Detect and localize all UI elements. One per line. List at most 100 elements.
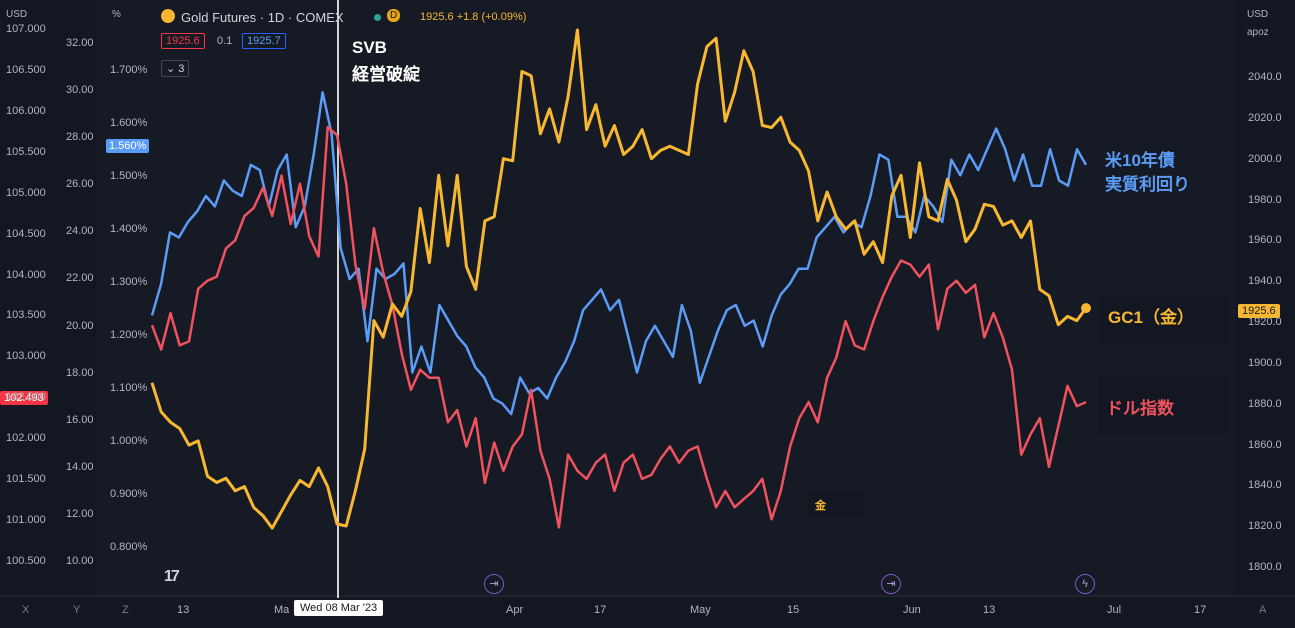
corner-key-z: Z (122, 604, 129, 616)
inner-tick-label: 26.00 (66, 178, 94, 191)
yield-tick-label: 1.200% (110, 329, 148, 341)
dxy-label-box (1097, 376, 1230, 434)
dxy-tick-label: 102.500 (6, 391, 46, 404)
corner-key-a: A (1259, 604, 1267, 616)
gold-tick-label: 1860.0 (1248, 438, 1282, 451)
indicators-count: 3 (178, 63, 185, 75)
dxy-tick-label: 102.000 (6, 432, 46, 445)
gold-tick-label: 1900.0 (1248, 356, 1282, 369)
yield-tick-label: 0.800% (110, 541, 148, 553)
gold-tick-label: 1820.0 (1248, 520, 1282, 533)
gc1-label: GC1（金） (1108, 308, 1194, 327)
inner-tick-label: 24.00 (66, 225, 94, 238)
x-tick-label: 15 (787, 604, 800, 616)
gold-tick-label: 1980.0 (1248, 193, 1282, 206)
yield-tick-label: 1.300% (110, 276, 148, 288)
inner-tick-label: 14.00 (66, 460, 94, 473)
gc1-label-box (1100, 296, 1230, 344)
inner-tick-label: 20.00 (66, 319, 94, 332)
currency-left-label[interactable]: USD (6, 9, 28, 20)
time-axis-pane[interactable] (0, 596, 1295, 628)
bid-box[interactable]: 1925.6 (161, 33, 205, 49)
inner-tick-label: 22.00 (66, 272, 94, 285)
dxy-tick-label: 106.000 (6, 104, 46, 117)
crosshair-date-label: Wed 08 Mar '23 (294, 600, 384, 616)
currency-right-label[interactable]: USD (1247, 9, 1269, 20)
us10y-label-line1: 米10年債 (1105, 151, 1175, 170)
market-status-dot (374, 14, 381, 21)
dxy-tick-label: 107.000 (6, 23, 46, 35)
inner-tick-label: 16.00 (66, 413, 94, 426)
series-dxy-line[interactable] (150, 125, 1087, 529)
dxy-tick-label: 103.500 (6, 309, 46, 322)
dxy-price-tag: 102.493 (0, 391, 48, 405)
svb-annotation-line2: 経営破綻 (352, 65, 420, 84)
x-tick-label: Jun (903, 604, 921, 616)
dxy-tick-label: 101.000 (6, 514, 46, 527)
event-icon-1[interactable]: ⇥ (484, 574, 504, 594)
gold-tick-label: 1960.0 (1248, 234, 1282, 247)
x-tick-label: Apr (506, 604, 524, 616)
x-tick-label: 17 (1194, 604, 1207, 616)
yield-price-tag: 1.560% (106, 139, 150, 153)
inner-tick-label: 12.00 (66, 507, 94, 520)
spread-value: 0.1 (217, 35, 233, 47)
x-tick-label: Jul (1107, 604, 1122, 616)
gold-tick-label: 1840.0 (1248, 479, 1282, 492)
event-icon-2[interactable]: ⇥ (881, 574, 901, 594)
dxy-tick-label: 100.500 (6, 555, 46, 567)
gold-tick-label: 2040.0 (1248, 71, 1282, 83)
yield-tick-label: 1.500% (110, 170, 148, 182)
inner-tick-label: 30.00 (66, 84, 94, 97)
gold-last-point-marker (1081, 303, 1091, 314)
gold-logo-icon (161, 9, 175, 23)
quote-text: 1925.6 +1.8 (+0.09%) (420, 11, 527, 23)
lightning-icon[interactable]: ϟ (1075, 574, 1095, 594)
indicators-toggle[interactable]: ⌄ 3 (161, 60, 190, 77)
x-tick-label: Ma (274, 604, 290, 616)
gold-tick-label: 1920.0 (1248, 316, 1282, 328)
inner-tick-label: 18.00 (66, 366, 94, 379)
series-gold-line[interactable] (150, 28, 1088, 530)
series-real-yield-line[interactable] (150, 91, 1088, 416)
us10y-label-line2: 実質利回り (1105, 175, 1190, 194)
svb-annotation-line1: SVB (352, 38, 387, 57)
inner-tick-label: 28.00 (66, 131, 94, 144)
yield-tick-label: 1.100% (110, 382, 148, 394)
yield-tick-label: 1.000% (110, 435, 148, 447)
dxy-tick-label: 106.500 (6, 63, 46, 76)
x-tick-label: 13 (983, 604, 996, 616)
gold-price-tag: 1925.6 (1238, 304, 1280, 318)
dxy-tick-label: 104.500 (6, 227, 46, 240)
scale-right-label[interactable]: apoz (1247, 27, 1269, 38)
yield-tick-label: 0.900% (110, 488, 148, 500)
corner-key-x: X (22, 604, 30, 616)
inner-tick-label: 32.00 (66, 37, 94, 49)
ask-box[interactable]: 1925.7 (242, 33, 286, 49)
dxy-label: ドル指数 (1106, 399, 1174, 418)
gold-tick-label: 2000.0 (1248, 152, 1282, 165)
corner-key-y: Y (73, 604, 81, 616)
yield-tick-label: 1.600% (110, 117, 148, 129)
gold-small-box (807, 490, 865, 518)
percent-label: % (112, 9, 121, 20)
dxy-tick-label: 104.000 (6, 268, 46, 281)
gold-tick-label: 1880.0 (1248, 397, 1282, 410)
symbol-title[interactable]: Gold Futures · 1D · COMEX (181, 10, 344, 25)
badge-d: D (387, 9, 401, 22)
dxy-tick-label: 101.500 (6, 473, 46, 486)
yield-tick-label: 1.700% (110, 64, 148, 76)
tradingview-logo-icon[interactable]: 17 (164, 568, 180, 585)
yield-tick-label: 1.400% (110, 223, 148, 235)
gold-small-label: 金 (815, 500, 826, 512)
gold-tick-label: 2020.0 (1248, 111, 1282, 124)
x-tick-label: May (690, 604, 711, 616)
dxy-axis-pane[interactable] (0, 0, 96, 628)
gold-tick-label: 1800.0 (1248, 561, 1282, 573)
dxy-tick-label: 103.000 (6, 350, 46, 363)
inner-tick-label: 10.00 (66, 555, 94, 567)
dxy-tick-label: 105.000 (6, 186, 46, 199)
